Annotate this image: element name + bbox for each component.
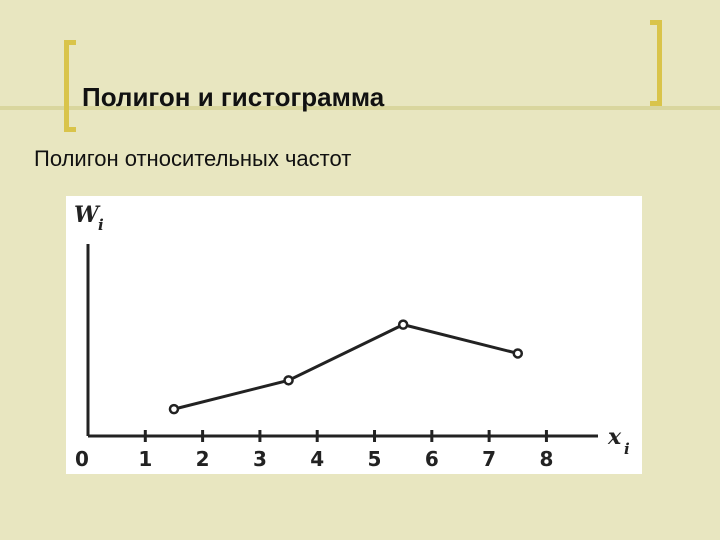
slide-subtitle: Полигон относительных частот <box>34 146 352 171</box>
data-point <box>168 403 180 415</box>
y-axis-label: W <box>74 202 101 228</box>
data-point <box>397 319 409 330</box>
x-tick-label-1: 1 <box>138 447 152 471</box>
data-point <box>283 375 294 386</box>
x-tick-label-6: 6 <box>425 447 439 471</box>
x-tick-label-0: 0 <box>75 447 89 471</box>
data-point <box>512 348 524 359</box>
x-tick-label-5: 5 <box>368 447 382 471</box>
right-bracket-decoration <box>650 20 662 106</box>
polygon-chart: W i x i 0 1 2 3 4 5 6 7 8 <box>74 202 630 471</box>
left-bracket-decoration <box>64 40 76 132</box>
slide-title: Полигон и гистограмма <box>82 82 385 112</box>
x-axis-label: x <box>607 424 622 450</box>
x-tick-label-4: 4 <box>310 447 324 471</box>
x-axis-label-subscript: i <box>624 440 630 458</box>
header-rule <box>0 106 720 110</box>
frequency-polygon-line <box>173 323 519 411</box>
y-axis-label-subscript: i <box>98 216 104 234</box>
x-tick-label-2: 2 <box>196 447 210 471</box>
x-tick-label-7: 7 <box>482 447 496 471</box>
x-tick-label-8: 8 <box>539 447 553 471</box>
chart-area: W i x i 0 1 2 3 4 5 6 7 8 <box>66 196 642 474</box>
x-tick-label-3: 3 <box>253 447 267 471</box>
